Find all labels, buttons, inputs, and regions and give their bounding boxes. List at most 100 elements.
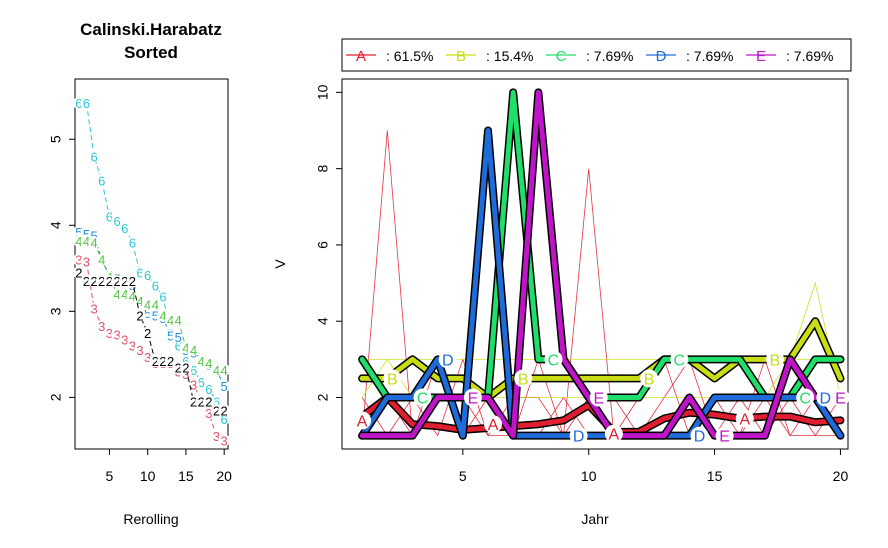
right-point-label-C: C xyxy=(799,391,811,408)
left-point-label-4: 4 xyxy=(136,294,143,309)
right-point-label-A: A xyxy=(357,413,368,430)
right-point-label-B: B xyxy=(770,352,781,369)
left-point-label-2: 2 xyxy=(159,354,166,369)
right-point-label-B: B xyxy=(644,371,655,388)
left-point-label-5: 5 xyxy=(91,229,98,244)
left-point-bg-6 xyxy=(156,290,169,303)
left-point-bg-2 xyxy=(134,309,147,322)
right-y-tick-label: 4 xyxy=(315,317,331,325)
left-point-bg-5 xyxy=(172,331,185,344)
left-point-label-4: 4 xyxy=(98,253,105,268)
right-series-line-E xyxy=(359,89,843,439)
left-point-label-6: 6 xyxy=(121,221,128,236)
right-x-tick-label: 10 xyxy=(581,468,597,484)
left-point-bg-6 xyxy=(118,221,131,234)
right-x-tick-label: 5 xyxy=(459,468,467,484)
right-point-bg-B xyxy=(640,369,659,388)
left-point-label-6: 6 xyxy=(213,395,220,410)
left-point-bg-4 xyxy=(88,236,101,249)
right-point-label-D: D xyxy=(442,352,454,369)
left-point-label-6: 6 xyxy=(198,375,205,390)
right-point-label-D: D xyxy=(573,429,585,446)
left-point-label-2: 2 xyxy=(144,326,151,341)
left-point-label-5: 5 xyxy=(152,309,159,324)
right-x-axis-label: Jahr xyxy=(581,511,609,527)
right-point-label-A: A xyxy=(488,417,499,434)
left-point-label-3: 3 xyxy=(144,350,151,365)
left-point-label-3: 3 xyxy=(213,429,220,444)
left-point-label-2: 2 xyxy=(213,403,220,418)
left-point-bg-6 xyxy=(202,382,215,395)
right-point-bg-C xyxy=(413,388,432,407)
left-point-label-2: 2 xyxy=(121,274,128,289)
right-point-bg-D xyxy=(690,426,709,445)
left-point-bg-4 xyxy=(187,344,200,357)
left-point-bg-6 xyxy=(149,279,162,292)
left-point-label-2: 2 xyxy=(182,360,189,375)
right-point-bg-D xyxy=(569,426,588,445)
left-point-label-2: 2 xyxy=(83,274,90,289)
left-series-line-6 xyxy=(78,102,225,420)
left-point-label-6: 6 xyxy=(190,363,197,378)
left-point-label-4: 4 xyxy=(198,354,205,369)
left-point-bg-6 xyxy=(111,214,124,227)
left-point-label-4: 4 xyxy=(167,313,174,328)
left-x-tick-label: 15 xyxy=(178,468,194,484)
right-point-bg-D xyxy=(438,350,457,369)
right-point-bg-A xyxy=(604,424,623,443)
left-point-label-5: 5 xyxy=(144,306,151,321)
left-point-bg-4 xyxy=(172,313,185,326)
left-x-tick-label: 5 xyxy=(106,468,114,484)
left-point-label-4: 4 xyxy=(205,356,212,371)
left-point-label-5: 5 xyxy=(167,328,174,343)
left-x-tick-label: 20 xyxy=(216,468,232,484)
right-point-bg-E xyxy=(715,426,734,445)
left-point-label-2: 2 xyxy=(136,309,143,324)
left-point-label-3: 3 xyxy=(221,433,228,448)
legend-text-B: : 15.4% xyxy=(486,48,533,64)
left-point-bg-6 xyxy=(141,269,154,282)
left-point-label-5: 5 xyxy=(83,227,90,242)
left-point-label-2: 2 xyxy=(113,274,120,289)
right-point-label-C: C xyxy=(417,391,429,408)
legend-letter-E: E xyxy=(756,48,766,65)
left-y-tick-label: 5 xyxy=(48,135,64,143)
left-point-bg-3 xyxy=(95,319,108,332)
left-point-label-4: 4 xyxy=(213,363,220,378)
legend-text-D: : 7.69% xyxy=(686,48,733,64)
left-point-label-6: 6 xyxy=(144,268,151,283)
left-point-label-2: 2 xyxy=(75,266,82,281)
left-point-label-5: 5 xyxy=(221,379,228,394)
left-point-bg-2 xyxy=(141,326,154,339)
left-point-label-2: 2 xyxy=(129,274,136,289)
right-point-bg-B xyxy=(383,369,402,388)
left-point-bg-2 xyxy=(202,395,215,408)
left-point-label-6: 6 xyxy=(98,174,105,189)
left-point-bg-5 xyxy=(218,380,231,393)
legend-text-E: : 7.69% xyxy=(786,48,833,64)
legend-letter-C: C xyxy=(556,48,567,65)
left-chart-title: Calinski.Harabatz xyxy=(80,20,222,39)
left-point-bg-2 xyxy=(126,275,139,288)
left-point-bg-3 xyxy=(134,344,147,357)
left-point-label-3: 3 xyxy=(205,406,212,421)
left-point-label-2: 2 xyxy=(221,403,228,418)
left-y-tick-label: 3 xyxy=(48,307,64,315)
left-point-label-3: 3 xyxy=(106,326,113,341)
right-point-label-B: B xyxy=(518,371,529,388)
right-point-label-C: C xyxy=(548,352,560,369)
left-point-bg-6 xyxy=(95,174,108,187)
left-point-label-3: 3 xyxy=(75,253,82,268)
legend-letter-B: B xyxy=(456,48,466,65)
left-point-label-6: 6 xyxy=(205,382,212,397)
right-point-label-E: E xyxy=(835,391,846,408)
right-point-bg-E xyxy=(589,388,608,407)
left-point-label-6: 6 xyxy=(136,266,143,281)
left-point-label-3: 3 xyxy=(129,339,136,354)
left-point-label-3: 3 xyxy=(136,343,143,358)
right-thick-lines xyxy=(358,88,845,440)
left-point-bg-6 xyxy=(88,150,101,163)
